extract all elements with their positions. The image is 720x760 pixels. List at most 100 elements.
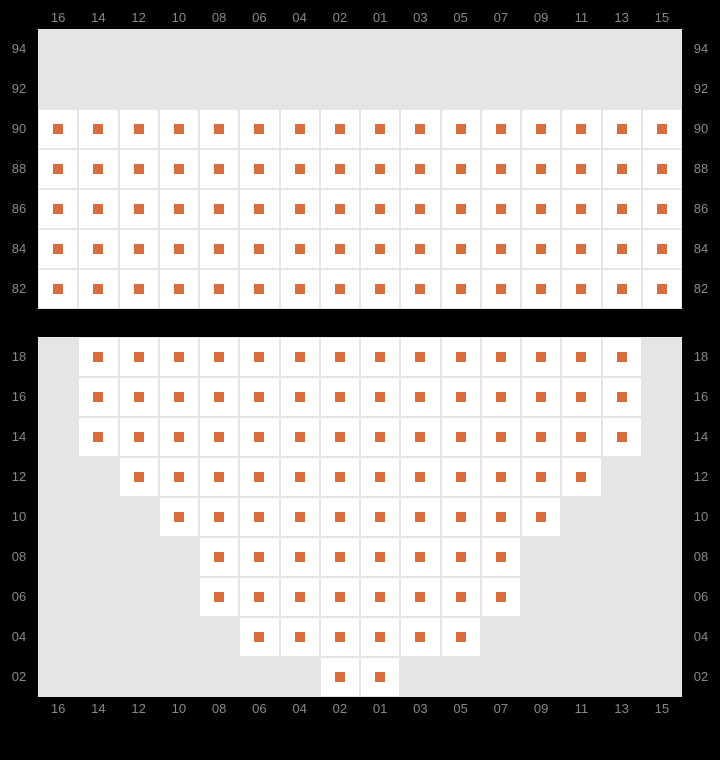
seat[interactable]: [320, 109, 360, 149]
seat[interactable]: [561, 417, 601, 457]
seat[interactable]: [78, 417, 118, 457]
seat[interactable]: [521, 229, 561, 269]
seat[interactable]: [481, 189, 521, 229]
seat[interactable]: [441, 417, 481, 457]
seat[interactable]: [280, 457, 320, 497]
seat[interactable]: [320, 537, 360, 577]
seat[interactable]: [239, 537, 279, 577]
seat[interactable]: [642, 149, 682, 189]
seat[interactable]: [400, 457, 440, 497]
seat[interactable]: [199, 229, 239, 269]
seat[interactable]: [159, 189, 199, 229]
seat[interactable]: [239, 497, 279, 537]
seat[interactable]: [119, 149, 159, 189]
seat[interactable]: [481, 577, 521, 617]
seat[interactable]: [561, 109, 601, 149]
seat[interactable]: [78, 109, 118, 149]
seat[interactable]: [521, 337, 561, 377]
seat[interactable]: [521, 377, 561, 417]
seat[interactable]: [239, 377, 279, 417]
seat[interactable]: [441, 109, 481, 149]
seat[interactable]: [159, 337, 199, 377]
seat[interactable]: [602, 189, 642, 229]
seat[interactable]: [360, 497, 400, 537]
seat[interactable]: [78, 149, 118, 189]
seat[interactable]: [199, 537, 239, 577]
seat[interactable]: [441, 497, 481, 537]
seat[interactable]: [78, 229, 118, 269]
seat[interactable]: [239, 617, 279, 657]
seat[interactable]: [521, 189, 561, 229]
seat[interactable]: [119, 109, 159, 149]
seat[interactable]: [280, 377, 320, 417]
seat[interactable]: [360, 269, 400, 309]
seat[interactable]: [360, 377, 400, 417]
seat[interactable]: [320, 577, 360, 617]
seat[interactable]: [38, 229, 78, 269]
seat[interactable]: [400, 109, 440, 149]
seat[interactable]: [642, 109, 682, 149]
seat[interactable]: [199, 269, 239, 309]
seat[interactable]: [521, 109, 561, 149]
seat[interactable]: [38, 269, 78, 309]
seat[interactable]: [239, 269, 279, 309]
seat[interactable]: [280, 337, 320, 377]
seat[interactable]: [521, 417, 561, 457]
seat[interactable]: [400, 229, 440, 269]
seat[interactable]: [481, 497, 521, 537]
seat[interactable]: [602, 417, 642, 457]
seat[interactable]: [602, 149, 642, 189]
seat[interactable]: [119, 269, 159, 309]
seat[interactable]: [400, 497, 440, 537]
seat[interactable]: [642, 269, 682, 309]
seat[interactable]: [119, 229, 159, 269]
seat[interactable]: [602, 337, 642, 377]
seat[interactable]: [360, 537, 400, 577]
seat[interactable]: [239, 149, 279, 189]
seat[interactable]: [280, 189, 320, 229]
seat[interactable]: [521, 497, 561, 537]
seat[interactable]: [642, 229, 682, 269]
seat[interactable]: [481, 269, 521, 309]
seat[interactable]: [360, 577, 400, 617]
seat[interactable]: [360, 417, 400, 457]
seat[interactable]: [320, 457, 360, 497]
seat[interactable]: [521, 269, 561, 309]
seat[interactable]: [78, 377, 118, 417]
seat[interactable]: [119, 417, 159, 457]
seat[interactable]: [38, 189, 78, 229]
seat[interactable]: [239, 457, 279, 497]
seat[interactable]: [280, 109, 320, 149]
seat[interactable]: [400, 417, 440, 457]
seat[interactable]: [481, 337, 521, 377]
seat[interactable]: [602, 229, 642, 269]
seat[interactable]: [561, 269, 601, 309]
seat[interactable]: [199, 109, 239, 149]
seat[interactable]: [441, 457, 481, 497]
seat[interactable]: [481, 457, 521, 497]
seat[interactable]: [159, 109, 199, 149]
seat[interactable]: [119, 337, 159, 377]
seat[interactable]: [159, 377, 199, 417]
seat[interactable]: [441, 229, 481, 269]
seat[interactable]: [360, 337, 400, 377]
seat[interactable]: [602, 109, 642, 149]
seat[interactable]: [400, 577, 440, 617]
seat[interactable]: [441, 377, 481, 417]
seat[interactable]: [280, 497, 320, 537]
seat[interactable]: [280, 577, 320, 617]
seat[interactable]: [280, 269, 320, 309]
seat[interactable]: [239, 109, 279, 149]
seat[interactable]: [400, 337, 440, 377]
seat[interactable]: [78, 189, 118, 229]
seat[interactable]: [441, 189, 481, 229]
seat[interactable]: [400, 617, 440, 657]
seat[interactable]: [481, 537, 521, 577]
seat[interactable]: [280, 617, 320, 657]
seat[interactable]: [441, 337, 481, 377]
seat[interactable]: [441, 617, 481, 657]
seat[interactable]: [441, 149, 481, 189]
seat[interactable]: [320, 377, 360, 417]
seat[interactable]: [360, 189, 400, 229]
seat[interactable]: [360, 657, 400, 697]
